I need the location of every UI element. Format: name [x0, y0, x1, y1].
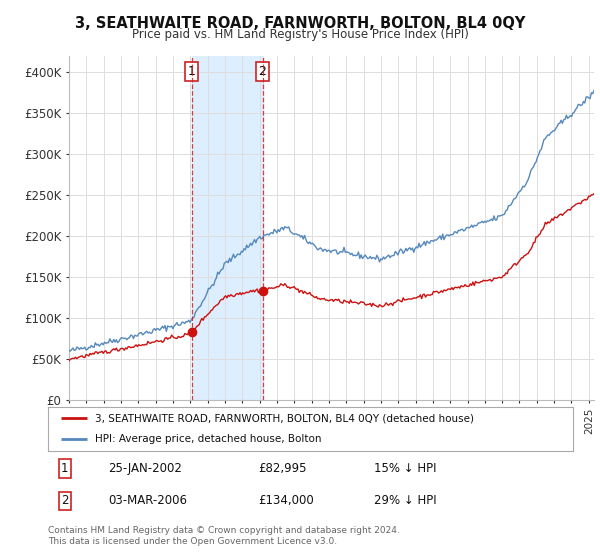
Text: 3, SEATHWAITE ROAD, FARNWORTH, BOLTON, BL4 0QY: 3, SEATHWAITE ROAD, FARNWORTH, BOLTON, B… — [75, 16, 525, 31]
Text: 03-MAR-2006: 03-MAR-2006 — [109, 494, 187, 507]
Text: £134,000: £134,000 — [258, 494, 314, 507]
Text: £82,995: £82,995 — [258, 462, 307, 475]
Text: 29% ↓ HPI: 29% ↓ HPI — [373, 494, 436, 507]
Text: 1: 1 — [188, 65, 196, 78]
Text: 15% ↓ HPI: 15% ↓ HPI — [373, 462, 436, 475]
Text: Contains HM Land Registry data © Crown copyright and database right 2024.
This d: Contains HM Land Registry data © Crown c… — [48, 526, 400, 546]
Text: 3, SEATHWAITE ROAD, FARNWORTH, BOLTON, BL4 0QY (detached house): 3, SEATHWAITE ROAD, FARNWORTH, BOLTON, B… — [95, 413, 474, 423]
Text: 1: 1 — [61, 462, 68, 475]
Text: 2: 2 — [259, 65, 266, 78]
Text: HPI: Average price, detached house, Bolton: HPI: Average price, detached house, Bolt… — [95, 435, 322, 445]
Text: 25-JAN-2002: 25-JAN-2002 — [109, 462, 182, 475]
Text: 2: 2 — [61, 494, 68, 507]
Text: Price paid vs. HM Land Registry's House Price Index (HPI): Price paid vs. HM Land Registry's House … — [131, 28, 469, 41]
Bar — [191, 56, 263, 400]
